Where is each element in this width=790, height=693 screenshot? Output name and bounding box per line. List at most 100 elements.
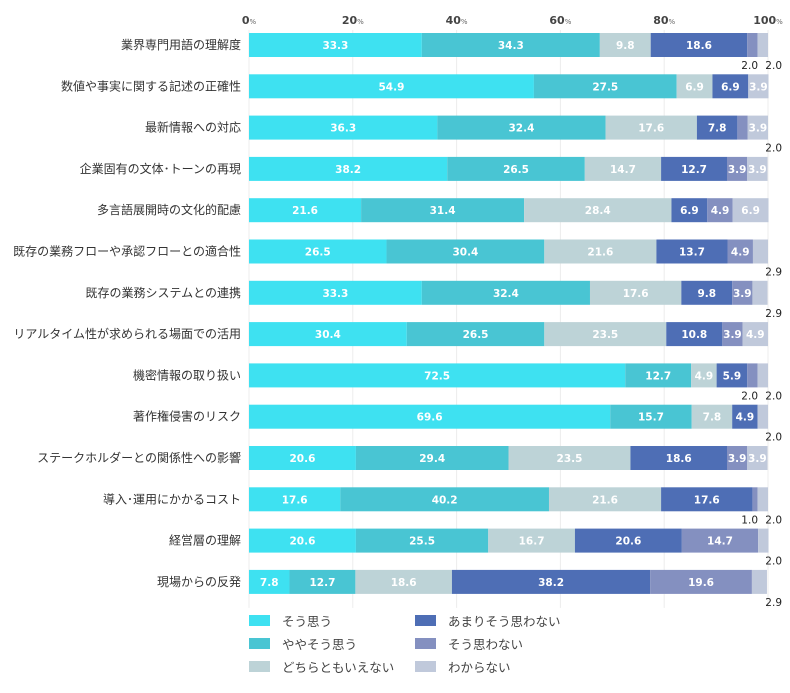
bar-segment bbox=[355, 569, 452, 594]
data-label: 31.4 bbox=[430, 205, 456, 217]
bar-segment bbox=[249, 528, 356, 553]
bar-segment bbox=[437, 115, 606, 140]
bar-segment bbox=[661, 156, 727, 181]
bar-segment bbox=[751, 569, 767, 594]
data-label: 18.6 bbox=[391, 577, 417, 589]
data-label: 30.4 bbox=[452, 247, 478, 259]
data-label: 26.5 bbox=[463, 329, 489, 341]
bar-segment bbox=[722, 322, 743, 347]
data-label: 23.5 bbox=[592, 329, 618, 341]
bar-segment bbox=[340, 487, 549, 512]
bar-segment bbox=[691, 363, 717, 388]
data-label-outside: 2.9 bbox=[765, 308, 782, 320]
data-label: 36.3 bbox=[330, 123, 356, 135]
bar-segment bbox=[732, 198, 769, 223]
data-label-outside: 2.0 bbox=[765, 60, 782, 72]
category-label: 導入･運用にかかるコスト bbox=[103, 492, 241, 506]
data-label: 21.6 bbox=[292, 205, 318, 217]
x-tick-label: 80% bbox=[653, 14, 675, 27]
data-label-outside: 2.9 bbox=[765, 267, 782, 279]
legend-item: わからない bbox=[415, 656, 511, 676]
data-label: 16.7 bbox=[519, 536, 545, 548]
data-label: 3.9 bbox=[728, 453, 747, 465]
data-label: 12.7 bbox=[309, 577, 335, 589]
bar-segment bbox=[747, 33, 758, 57]
data-label-outside: 1.0 bbox=[741, 514, 758, 526]
bar-segment bbox=[747, 446, 768, 470]
category-label: 著作権侵害のリスク bbox=[133, 409, 241, 424]
category-label: 業界専門用語の理解度 bbox=[121, 37, 241, 52]
x-tick-label: 0% bbox=[242, 14, 257, 27]
bar-segment bbox=[249, 487, 341, 512]
bar-segment bbox=[488, 528, 575, 553]
data-label: 17.6 bbox=[282, 494, 308, 506]
legend-item: あまりそう思わない bbox=[415, 610, 561, 630]
bar-segment bbox=[584, 156, 662, 181]
bar-segment bbox=[589, 280, 682, 305]
category-label: 多言語展開時の文化的配慮 bbox=[97, 202, 241, 217]
data-label: 13.7 bbox=[679, 247, 705, 259]
data-label: 72.5 bbox=[424, 370, 450, 382]
data-label: 33.3 bbox=[322, 288, 348, 300]
category-label: 経営層の理解 bbox=[169, 534, 241, 548]
data-label: 4.9 bbox=[695, 370, 714, 382]
data-label: 6.9 bbox=[741, 205, 760, 217]
data-label: 12.7 bbox=[681, 164, 707, 176]
bar-segment bbox=[386, 239, 545, 264]
category-label: リアルタイム性が求められる場面での活用 bbox=[13, 326, 241, 341]
bar-segment bbox=[249, 569, 290, 594]
bar-segment bbox=[249, 446, 356, 470]
data-label: 4.9 bbox=[711, 205, 730, 217]
legend-label: そう思う bbox=[282, 613, 333, 629]
data-label: 32.4 bbox=[493, 288, 519, 300]
data-label-outside: 2.0 bbox=[765, 514, 782, 526]
category-label: 数値や事実に関する記述の正確性 bbox=[61, 78, 241, 93]
data-label: 19.6 bbox=[688, 577, 714, 589]
legend-swatch bbox=[415, 660, 436, 672]
bar-segment bbox=[289, 569, 356, 594]
data-label: 20.6 bbox=[615, 536, 641, 548]
bar-segment bbox=[747, 115, 768, 140]
data-label: 3.9 bbox=[748, 453, 767, 465]
data-label: 3.9 bbox=[723, 329, 742, 341]
bar-segment bbox=[726, 156, 748, 181]
data-label: 18.6 bbox=[666, 453, 692, 465]
data-label: 27.5 bbox=[592, 81, 618, 93]
bar-segment bbox=[757, 363, 768, 388]
stacked-bar-chart: 0% 20% 40% 60% 80% 100% 業界専門用語の理解度数値や事実に関する記述… bbox=[13, 14, 783, 609]
bar-segment bbox=[574, 528, 682, 553]
bar-segment bbox=[758, 528, 769, 553]
legend-swatch bbox=[249, 614, 270, 626]
category-label: 既存の業務フローや承認フローとの適合性 bbox=[13, 244, 241, 259]
data-label: 26.5 bbox=[305, 247, 331, 259]
category-label: 現場からの反発 bbox=[157, 575, 241, 589]
bar-segment bbox=[544, 322, 667, 347]
bar-segment bbox=[406, 322, 545, 347]
bar-segment bbox=[630, 446, 727, 470]
legend-item: そう思う bbox=[249, 610, 332, 630]
bar-segment bbox=[421, 280, 590, 305]
legend-item: どちらともいえない bbox=[249, 656, 394, 676]
data-label: 17.6 bbox=[623, 288, 649, 300]
bar-segment bbox=[671, 198, 708, 223]
data-labels: 33.3 34.3 9.8 18.6 2.0 2.0 54.9 27.5 6.9 6.9 3.9 36… bbox=[260, 40, 782, 609]
data-label: 12.7 bbox=[645, 370, 671, 382]
bar-segment bbox=[249, 74, 534, 99]
legend-item: そう思わない bbox=[415, 633, 523, 653]
bar-segment bbox=[447, 156, 585, 181]
bar-segment bbox=[533, 74, 677, 99]
bar-segment bbox=[727, 239, 753, 264]
data-label: 3.9 bbox=[749, 81, 768, 93]
data-label: 3.9 bbox=[748, 164, 767, 176]
legend-swatch bbox=[415, 614, 436, 626]
bar-segment bbox=[676, 74, 713, 99]
data-label: 38.2 bbox=[538, 577, 564, 589]
data-label: 3.9 bbox=[733, 288, 752, 300]
bar-segment bbox=[726, 446, 748, 470]
data-label: 3.9 bbox=[728, 164, 747, 176]
x-tick-label: 40% bbox=[446, 14, 468, 27]
data-label-outside: 2.9 bbox=[765, 597, 782, 609]
legend-item: ややそう思う bbox=[249, 633, 357, 653]
category-label: 最新情報への対応 bbox=[145, 120, 241, 135]
bar-segment bbox=[249, 280, 422, 305]
